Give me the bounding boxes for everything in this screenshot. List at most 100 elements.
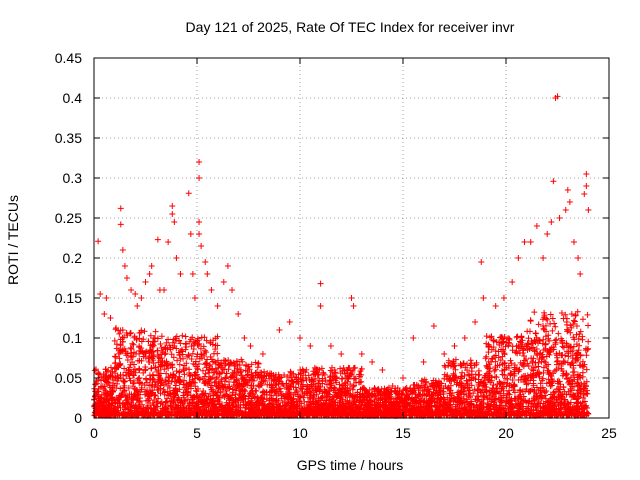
data-point xyxy=(102,366,109,373)
data-point xyxy=(152,391,159,398)
data-point xyxy=(466,387,473,394)
data-point xyxy=(437,394,444,401)
data-point xyxy=(212,378,219,385)
data-point xyxy=(201,407,208,414)
data-point xyxy=(112,406,119,413)
data-point xyxy=(273,410,280,417)
data-point xyxy=(505,362,512,369)
data-point xyxy=(163,370,170,377)
data-point xyxy=(560,370,567,377)
data-point xyxy=(347,371,354,378)
data-point xyxy=(316,404,323,411)
data-point xyxy=(554,357,561,364)
data-point xyxy=(297,394,304,401)
data-point xyxy=(130,341,137,348)
data-point xyxy=(269,382,276,389)
data-point xyxy=(262,405,269,412)
data-point xyxy=(490,381,497,388)
data-point xyxy=(465,408,472,415)
data-point xyxy=(114,380,121,387)
data-point xyxy=(470,390,477,397)
data-point xyxy=(235,395,242,402)
data-point xyxy=(502,375,509,382)
data-point xyxy=(383,399,390,406)
data-point xyxy=(539,408,546,415)
data-point xyxy=(168,404,175,411)
data-point xyxy=(131,410,138,417)
data-point xyxy=(119,400,126,407)
data-point xyxy=(221,392,228,399)
data-point xyxy=(484,377,491,384)
data-point xyxy=(177,400,184,407)
data-point xyxy=(288,403,295,410)
data-point xyxy=(130,349,137,356)
data-point xyxy=(516,366,523,373)
data-point xyxy=(119,327,126,334)
data-point xyxy=(329,405,336,412)
data-point xyxy=(382,409,389,416)
data-point xyxy=(133,403,140,410)
data-point xyxy=(570,393,577,400)
data-point xyxy=(138,327,145,334)
data-point xyxy=(184,396,191,403)
data-point xyxy=(551,367,558,374)
data-point xyxy=(305,372,312,379)
data-point xyxy=(166,342,173,349)
data-point xyxy=(585,338,592,345)
data-point xyxy=(517,339,524,346)
data-point xyxy=(506,337,513,344)
data-point xyxy=(346,394,353,401)
data-point xyxy=(485,405,492,412)
data-point xyxy=(577,352,584,359)
data-point xyxy=(181,362,188,369)
data-point xyxy=(468,368,475,375)
data-point xyxy=(580,395,587,402)
data-point xyxy=(520,403,527,410)
data-point xyxy=(157,390,164,397)
data-point xyxy=(333,374,340,381)
data-point xyxy=(382,398,389,405)
data-point xyxy=(120,384,127,391)
data-point xyxy=(558,309,565,316)
data-point xyxy=(187,336,194,343)
data-point xyxy=(483,340,490,347)
data-point xyxy=(182,341,189,348)
data-point xyxy=(533,334,540,341)
data-point xyxy=(532,339,539,346)
data-point xyxy=(126,391,133,398)
data-point xyxy=(414,393,421,400)
data-point xyxy=(138,338,145,345)
data-point xyxy=(555,380,562,387)
data-point xyxy=(585,322,592,329)
data-point xyxy=(547,383,554,390)
data-point xyxy=(405,391,412,398)
data-point xyxy=(519,388,526,395)
data-point xyxy=(309,377,316,384)
data-point xyxy=(128,346,135,353)
data-point xyxy=(527,377,534,384)
data-point xyxy=(168,362,175,369)
data-point xyxy=(472,371,479,378)
data-point xyxy=(149,341,156,348)
data-point xyxy=(170,399,177,406)
data-point xyxy=(418,395,425,402)
data-point xyxy=(547,412,554,419)
data-point xyxy=(577,390,584,397)
data-point xyxy=(272,389,279,396)
data-point xyxy=(411,387,418,394)
data-point xyxy=(523,356,530,363)
data-point xyxy=(357,394,364,401)
data-point xyxy=(177,378,184,385)
data-point xyxy=(130,379,137,386)
data-point xyxy=(128,401,135,408)
data-point xyxy=(123,329,130,336)
data-point xyxy=(237,386,244,393)
data-point xyxy=(553,396,560,403)
data-point xyxy=(92,381,99,388)
data-point xyxy=(503,383,510,390)
data-point xyxy=(140,353,147,360)
data-point xyxy=(583,352,590,359)
data-point xyxy=(188,356,195,363)
data-point xyxy=(541,404,548,411)
data-point xyxy=(468,406,475,413)
